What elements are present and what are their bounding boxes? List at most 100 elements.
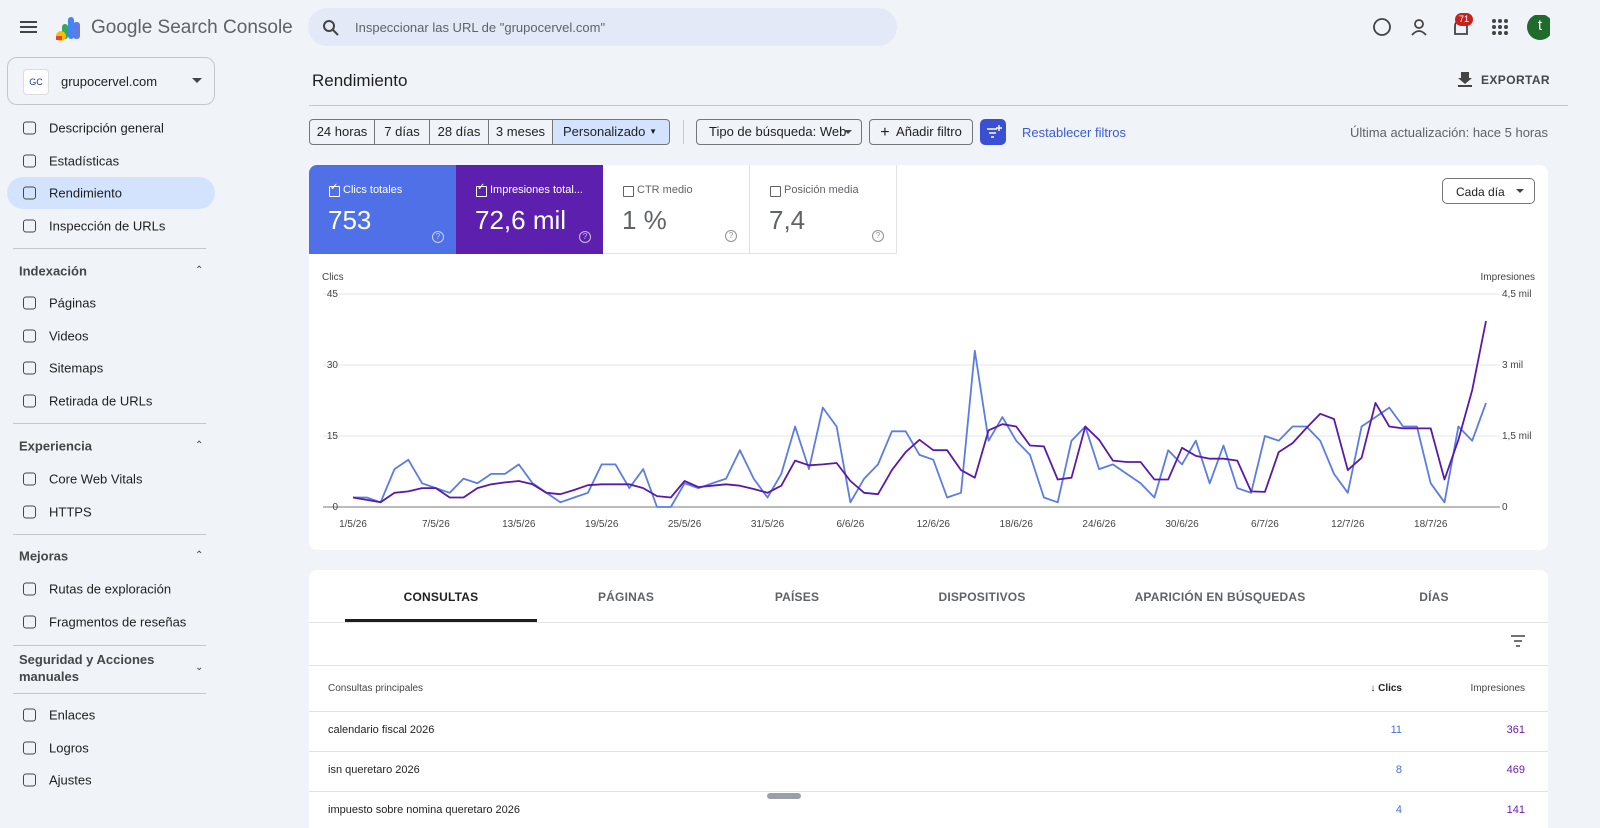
dropdown-arrow (1516, 189, 1524, 193)
range-chip[interactable]: 28 días (429, 119, 489, 145)
nav-item[interactable]: Sitemaps (49, 360, 104, 376)
nav-item[interactable]: Páginas (49, 295, 96, 311)
property-selector[interactable]: GC grupocervel.com (7, 57, 215, 105)
users-button[interactable] (1414, 19, 1424, 29)
x-tick-label: 24/6/26 (1082, 519, 1116, 530)
check-mark: ✓ (477, 182, 486, 193)
nav-item[interactable]: Ajustes (49, 772, 92, 788)
metric-value: 1 % (622, 205, 667, 235)
nav-item[interactable]: Estadísticas (49, 153, 120, 169)
y-tick-label: 15 (327, 431, 339, 442)
menu-button[interactable] (18, 18, 40, 36)
nav-item[interactable]: Rendimiento (49, 185, 122, 201)
section-title[interactable]: Indexación (19, 263, 87, 279)
metric-card[interactable]: ✓ Clics totales 753? (309, 165, 456, 254)
tab[interactable]: DISPOSITIVOS (938, 590, 1026, 604)
url-inspect-search[interactable]: Inspeccionar las URL de "grupocervel.com… (308, 8, 897, 46)
query-text[interactable]: calendario fiscal 2026 (328, 724, 435, 736)
add-filter-button[interactable]: + Añadir filtro (869, 119, 973, 145)
chevron: ⌄ (195, 662, 204, 673)
property-logo: GC (23, 69, 49, 95)
granularity-select[interactable]: Cada día (1442, 178, 1535, 204)
divider (309, 665, 1548, 666)
nav-item[interactable]: Logros (49, 740, 89, 756)
nav-item[interactable]: Core Web Vitals (49, 471, 143, 487)
impressions-cell: 469 (1506, 764, 1525, 776)
nav-item[interactable]: Fragmentos de reseñas (49, 614, 187, 630)
nav-icon (23, 219, 36, 233)
metric-card[interactable]: Posición media 7,4? (750, 165, 897, 254)
column-header[interactable]: ↓ Clics (1370, 683, 1402, 694)
x-tick-label: 12/7/26 (1331, 519, 1365, 530)
reset-filters[interactable]: Restablecer filtros (1022, 125, 1127, 140)
notification-badge: 71 (1455, 13, 1473, 26)
export-button[interactable]: EXPORTAR (1481, 73, 1550, 87)
nav-item[interactable]: Descripción general (49, 120, 164, 136)
x-tick-label: 6/6/26 (837, 519, 865, 530)
dropdown-arrow: ▼ (649, 127, 657, 136)
tab[interactable]: CONSULTAS (403, 590, 479, 604)
section-title[interactable]: Experiencia (19, 438, 92, 454)
scroll-handle[interactable] (767, 793, 801, 799)
nav-item[interactable]: Rutas de exploración (49, 581, 172, 597)
impressions-cell: 141 (1506, 804, 1525, 816)
nav-item[interactable]: Videos (49, 328, 89, 344)
x-tick-label: 13/5/26 (502, 519, 536, 530)
query-text[interactable]: impuesto sobre nomina queretaro 2026 (328, 804, 521, 816)
compare-button[interactable] (980, 119, 1006, 145)
dropdown-arrow (844, 130, 852, 134)
range-chip[interactable]: 24 horas (309, 119, 375, 145)
range-chip[interactable]: Personalizado ▼ (552, 119, 670, 145)
metric-card[interactable]: CTR medio 1 %? (603, 165, 750, 254)
nav-icon (23, 505, 36, 519)
nav-icon (23, 472, 36, 486)
sort-arrow: ↓ (1370, 683, 1376, 694)
x-tick-label: 7/5/26 (422, 519, 450, 530)
range-chip[interactable]: 3 meses (488, 119, 553, 145)
help-icon: ? (579, 231, 591, 243)
y2-tick-label: 3 mil (1502, 360, 1523, 371)
sidebar-divider (13, 423, 206, 424)
search-icon (323, 20, 339, 36)
avatar[interactable] (1527, 15, 1550, 40)
x-tick-label: 6/7/26 (1251, 519, 1279, 530)
y-tick-label: 0 (332, 502, 338, 513)
tab[interactable]: DÍAS (1419, 590, 1449, 604)
product-name: Google Search Console (91, 17, 293, 38)
y2-axis-title: Impresiones (1481, 272, 1535, 283)
metric-card[interactable]: ✓ Impresiones total... 72,6 mil? (456, 165, 603, 254)
tab[interactable]: PÁGINAS (597, 590, 655, 604)
nav-item[interactable]: HTTPS (49, 504, 92, 520)
x-tick-label: 12/6/26 (917, 519, 951, 530)
section-title[interactable]: Seguridad y Acciones manuales (19, 652, 155, 684)
range-label: 3 meses (495, 124, 546, 139)
search-type-filter[interactable]: Tipo de búsqueda: Web (696, 119, 862, 145)
chevron: ⌃ (195, 440, 204, 451)
page-title: Rendimiento (312, 71, 408, 90)
check-mark: ✓ (330, 182, 339, 193)
table-filter-button[interactable] (1510, 634, 1526, 648)
clicks-cell: 4 (1395, 804, 1402, 816)
nav-item[interactable]: Enlaces (49, 707, 96, 723)
divider (309, 105, 1568, 106)
query-text[interactable]: isn queretaro 2026 (328, 764, 420, 776)
impressions-cell: 361 (1506, 724, 1525, 736)
help-button[interactable] (1373, 18, 1391, 36)
tab[interactable]: PAÍSES (774, 590, 820, 604)
dropdown-arrow (192, 78, 202, 83)
section-title[interactable]: Mejoras (19, 548, 69, 564)
nav-icon (23, 582, 36, 596)
help-icon: ? (432, 231, 444, 243)
column-header: Impresiones (1470, 683, 1525, 694)
metric-label: CTR medio (637, 184, 693, 196)
apps-button[interactable] (1492, 19, 1508, 35)
range-chip[interactable]: 7 días (374, 119, 430, 145)
tab[interactable]: APARICIÓN EN BÚSQUEDAS (1134, 590, 1306, 604)
nav-item[interactable]: Retirada de URLs (49, 393, 153, 409)
x-tick-label: 18/7/26 (1414, 519, 1448, 530)
checkbox (770, 186, 781, 197)
nav-item[interactable]: Inspección de URLs (49, 218, 166, 234)
divider (683, 120, 684, 144)
metric-value: 753 (328, 205, 372, 235)
metric-label: Posición media (784, 184, 859, 196)
